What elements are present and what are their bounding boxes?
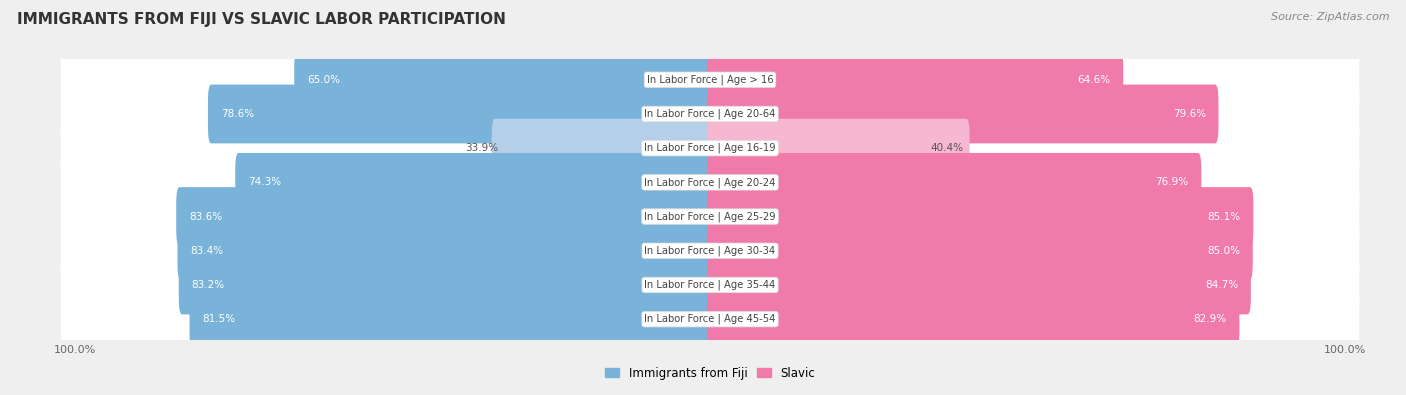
- Text: In Labor Force | Age 20-64: In Labor Force | Age 20-64: [644, 109, 776, 119]
- Text: Source: ZipAtlas.com: Source: ZipAtlas.com: [1271, 12, 1389, 22]
- Text: 33.9%: 33.9%: [465, 143, 498, 153]
- FancyBboxPatch shape: [60, 225, 1360, 277]
- FancyBboxPatch shape: [707, 153, 1201, 212]
- Text: 83.6%: 83.6%: [188, 212, 222, 222]
- FancyBboxPatch shape: [707, 85, 1219, 143]
- Text: 74.3%: 74.3%: [247, 177, 281, 187]
- FancyBboxPatch shape: [60, 259, 1360, 311]
- FancyBboxPatch shape: [190, 290, 713, 349]
- FancyBboxPatch shape: [60, 190, 1360, 243]
- FancyBboxPatch shape: [60, 122, 1360, 174]
- FancyBboxPatch shape: [707, 290, 1240, 349]
- Text: 79.6%: 79.6%: [1173, 109, 1206, 119]
- Text: 82.9%: 82.9%: [1194, 314, 1226, 324]
- Text: In Labor Force | Age 30-34: In Labor Force | Age 30-34: [644, 246, 776, 256]
- Text: In Labor Force | Age 25-29: In Labor Force | Age 25-29: [644, 211, 776, 222]
- FancyBboxPatch shape: [176, 187, 713, 246]
- Text: 78.6%: 78.6%: [221, 109, 253, 119]
- Text: In Labor Force | Age 20-24: In Labor Force | Age 20-24: [644, 177, 776, 188]
- Text: 85.0%: 85.0%: [1206, 246, 1240, 256]
- Text: 64.6%: 64.6%: [1077, 75, 1111, 85]
- FancyBboxPatch shape: [707, 50, 1123, 109]
- FancyBboxPatch shape: [492, 119, 713, 178]
- Text: In Labor Force | Age 35-44: In Labor Force | Age 35-44: [644, 280, 776, 290]
- Text: 83.4%: 83.4%: [190, 246, 224, 256]
- Text: 81.5%: 81.5%: [202, 314, 235, 324]
- Text: 85.1%: 85.1%: [1208, 212, 1240, 222]
- Text: 65.0%: 65.0%: [307, 75, 340, 85]
- Text: In Labor Force | Age 45-54: In Labor Force | Age 45-54: [644, 314, 776, 324]
- FancyBboxPatch shape: [707, 221, 1253, 280]
- FancyBboxPatch shape: [60, 156, 1360, 209]
- FancyBboxPatch shape: [60, 54, 1360, 106]
- FancyBboxPatch shape: [177, 221, 713, 280]
- FancyBboxPatch shape: [294, 50, 713, 109]
- Text: 83.2%: 83.2%: [191, 280, 225, 290]
- Text: IMMIGRANTS FROM FIJI VS SLAVIC LABOR PARTICIPATION: IMMIGRANTS FROM FIJI VS SLAVIC LABOR PAR…: [17, 12, 506, 27]
- Legend: Immigrants from Fiji, Slavic: Immigrants from Fiji, Slavic: [600, 362, 820, 384]
- Text: 40.4%: 40.4%: [931, 143, 963, 153]
- FancyBboxPatch shape: [60, 293, 1360, 345]
- FancyBboxPatch shape: [235, 153, 713, 212]
- Text: 84.7%: 84.7%: [1205, 280, 1239, 290]
- Text: 76.9%: 76.9%: [1156, 177, 1188, 187]
- FancyBboxPatch shape: [707, 119, 970, 178]
- FancyBboxPatch shape: [208, 85, 713, 143]
- FancyBboxPatch shape: [707, 256, 1251, 314]
- FancyBboxPatch shape: [60, 88, 1360, 140]
- FancyBboxPatch shape: [179, 256, 713, 314]
- Text: In Labor Force | Age > 16: In Labor Force | Age > 16: [647, 75, 773, 85]
- Text: In Labor Force | Age 16-19: In Labor Force | Age 16-19: [644, 143, 776, 153]
- FancyBboxPatch shape: [707, 187, 1253, 246]
